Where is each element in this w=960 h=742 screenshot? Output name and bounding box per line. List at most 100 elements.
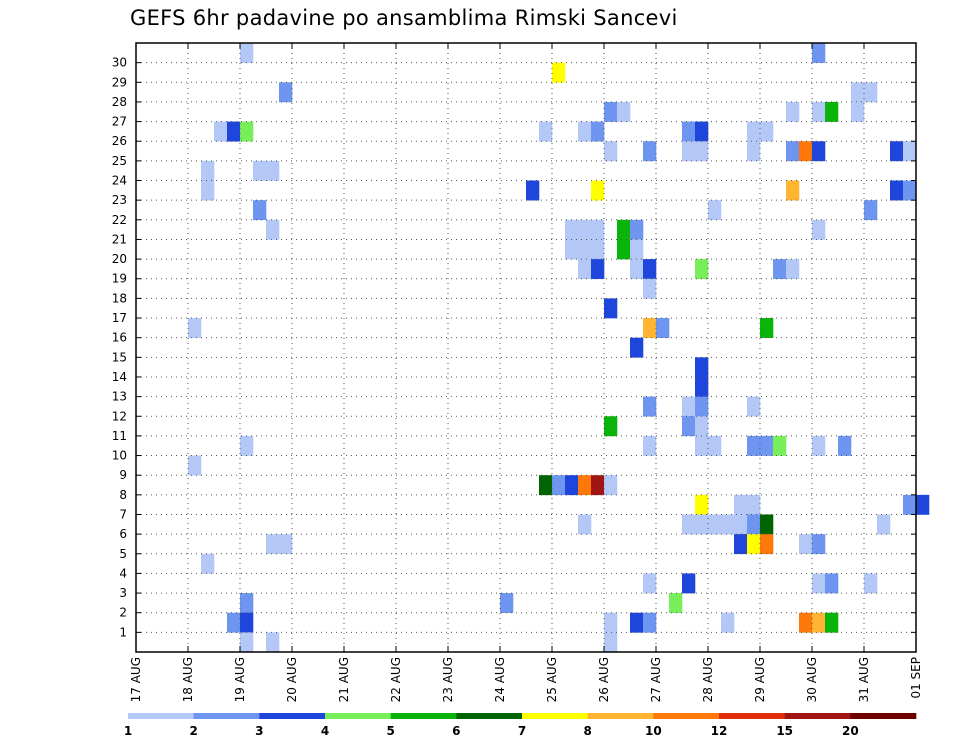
y-tick-label: 10 [112,449,127,463]
heatmap-cell [786,101,800,122]
x-tick-label: 19 AUG [233,657,247,702]
heatmap-cell [240,121,254,142]
legend-label: 7 [518,724,526,738]
heatmap-cell [578,475,592,496]
legend-swatch [325,713,391,719]
heatmap-cell [591,259,605,280]
heatmap-cell [760,514,774,535]
legend-label: 12 [711,724,728,738]
color-legend: 1 2 3 4 5 6 7 8 10 12 15 20 [124,713,917,738]
heatmap-cell [591,475,605,496]
x-tick-label: 18 AUG [181,657,195,702]
heatmap-cell [188,318,202,338]
heatmap-cell [851,82,865,103]
y-tick-label: 22 [112,213,127,227]
legend-swatch [587,713,654,719]
y-tick-label: 14 [112,370,127,384]
y-tick-label: 11 [112,429,127,443]
heatmap-cell [695,141,709,162]
heatmap-cell [695,514,709,535]
heatmap-cell [695,376,709,397]
heatmap-cell [604,475,618,496]
heatmap-cell [760,318,774,338]
heatmap-cell [864,200,878,221]
y-tick-label: 23 [112,193,127,207]
heatmap-cell [630,239,644,260]
heatmap-cell [812,573,826,594]
heatmap-cell [682,573,696,594]
heatmap-cell [812,534,826,555]
heatmap-cell [799,141,813,162]
heatmap-cell [578,514,592,535]
legend-swatch [128,713,194,719]
y-tick-label: 28 [112,95,127,109]
y-tick-label: 15 [112,350,127,364]
plot-frame [135,42,917,653]
x-tick-label: 23 AUG [441,657,455,702]
legend-swatch [259,713,326,719]
heatmap-cell [708,514,722,535]
heatmap-cell [201,553,215,574]
heatmap-cell [643,612,657,633]
heatmap-cell [552,62,566,83]
y-tick-label: 20 [112,252,127,266]
heatmap-cell [578,219,592,240]
heatmap-cell [214,121,228,142]
heatmap-cell [747,121,761,142]
heatmap-cell [591,121,605,142]
heatmap-cell [812,219,826,240]
heatmap-cell [240,593,254,614]
heatmap-cell [695,396,709,417]
heatmap-cell [630,337,644,358]
heatmap-cell [201,180,215,201]
heatmap-cell [656,318,670,338]
heatmap-cell [240,435,254,456]
heatmap-cell [747,141,761,162]
heatmap-cell [682,416,696,437]
x-tick-label: 22 AUG [389,657,403,702]
heatmap-cell [266,534,280,555]
heatmap-cell [227,121,241,142]
heatmap-cell [578,259,592,280]
legend-label: 10 [645,724,662,738]
y-tick-label: 24 [112,174,127,188]
heatmap-cell [565,475,579,496]
x-tick-label: 31 AUG [857,657,871,702]
x-tick-label: 29 AUG [753,657,767,702]
x-tick-label: 30 AUG [805,657,819,702]
heatmap-cell [864,573,878,594]
heatmap-cell [786,259,800,280]
heatmap-cell [643,259,657,280]
x-tick-label: 20 AUG [285,657,299,702]
y-tick-label: 29 [112,75,127,89]
y-tick-label: 13 [112,390,127,404]
heatmap-cell [643,141,657,162]
x-tick-label: 25 AUG [545,657,559,702]
heatmap-cell [760,435,774,456]
heatmap-cell [903,141,917,162]
heatmap-cell [266,219,280,240]
legend-label: 1 [124,724,132,738]
heatmap-cell [617,219,631,240]
heatmap-cell [591,239,605,260]
heatmap-cell [890,141,904,162]
y-tick-label: 30 [112,56,127,70]
grid-lines [136,43,916,652]
legend-swatch [390,713,457,719]
heatmap-cell [266,632,280,653]
x-tick-label: 28 AUG [701,657,715,702]
heatmap-cell [864,82,878,103]
heatmap-cell [565,219,579,240]
heatmap-cell [695,357,709,378]
axis-ticks [135,43,917,652]
y-tick-label: 25 [112,154,127,168]
heatmap-cell [708,200,722,221]
y-tick-label: 26 [112,134,127,148]
heatmap-cell [552,475,566,496]
heatmap-cell [812,435,826,456]
y-tick-label: 8 [119,488,127,502]
heatmap-cell [695,121,709,142]
heatmap-cells [188,43,930,653]
heatmap-cell [799,534,813,555]
